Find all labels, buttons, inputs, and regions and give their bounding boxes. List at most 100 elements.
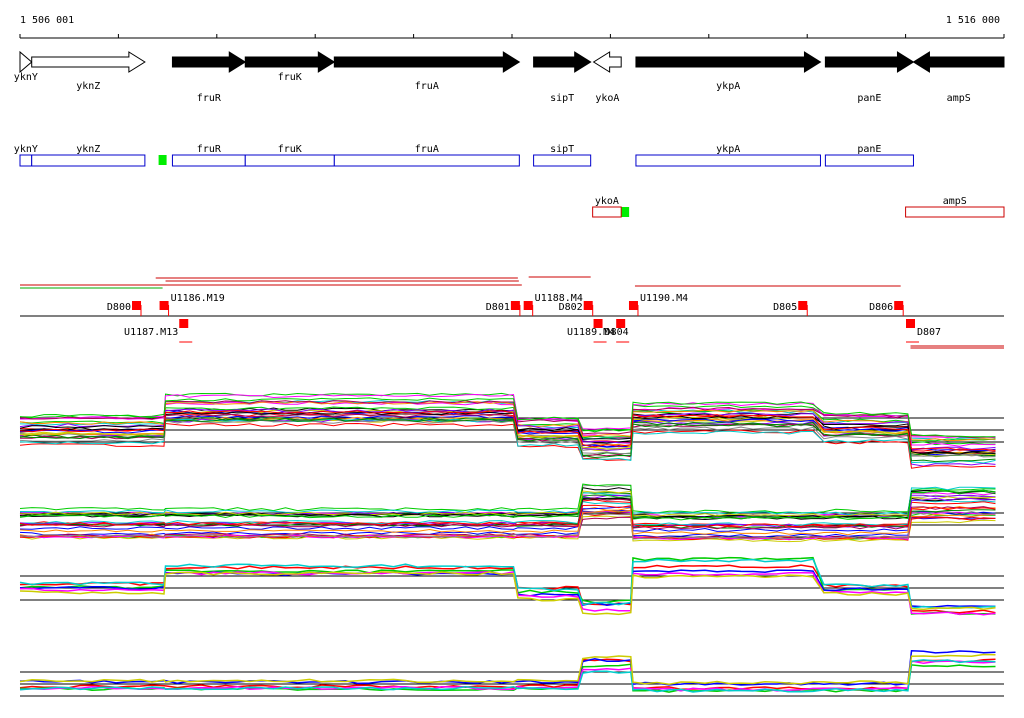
operon-gene-label: yknY	[14, 144, 38, 155]
expression-profile-line	[19, 483, 996, 514]
gene-label: ykoA	[595, 93, 619, 104]
probe-marker	[894, 301, 904, 310]
operon-gene-box	[244, 154, 335, 167]
gene-arrow	[592, 51, 622, 73]
coordinate-ruler: 1 506 001 1 516 000	[19, 15, 1005, 39]
operon-gene-label: fruA	[415, 144, 439, 155]
probe-marker	[906, 319, 916, 328]
gene-label: fruK	[278, 72, 302, 83]
gene-arrow	[635, 51, 822, 73]
operon-gene-label: panE	[857, 144, 881, 155]
expression-profile-line	[19, 419, 996, 458]
operon-gene-box	[171, 154, 246, 167]
gene-arrow	[533, 51, 592, 73]
operon-gene-label: fruK	[278, 144, 302, 155]
terminator-mark	[621, 207, 630, 217]
expression-profile-line	[19, 400, 996, 439]
probe-marker	[523, 301, 533, 310]
probe-marker	[798, 301, 808, 310]
operon-gene-box	[19, 154, 33, 167]
expression-profile-line	[20, 499, 996, 526]
probe-marker	[132, 301, 142, 310]
probe-marker	[510, 301, 520, 310]
operon-gene-box	[635, 154, 821, 167]
operon-gene-label: sipT	[550, 144, 574, 155]
expression-profile-line	[19, 410, 996, 451]
gene-label: fruA	[415, 81, 439, 92]
probe-label: U1189.M4	[567, 327, 615, 338]
gene-label: ampS	[947, 93, 971, 104]
gene-arrow	[244, 51, 336, 73]
gene-arrow	[19, 50, 33, 74]
gene-label: panE	[857, 93, 881, 104]
operon-gene-label: ykpA	[716, 144, 740, 155]
expression-profile-line	[19, 397, 996, 438]
gene-arrow	[912, 51, 1005, 73]
probe-label: D807	[917, 327, 941, 338]
probe-marker	[616, 319, 626, 328]
expression-profile-line	[19, 570, 996, 616]
operon-gene-label: yknZ	[76, 144, 100, 155]
expression-profile-line	[19, 504, 996, 528]
gene-label: yknZ	[76, 81, 100, 92]
expression-profile-line	[19, 558, 996, 610]
expression-profile-line	[19, 659, 996, 693]
gene-arrow	[171, 51, 247, 73]
probe-marker	[628, 301, 638, 310]
expression-profile-line	[19, 571, 996, 616]
gene-label: fruR	[197, 93, 222, 104]
expression-profile-line	[19, 490, 996, 517]
terminator-mark	[158, 155, 167, 165]
reverse-operon-gene-box	[592, 206, 622, 218]
probe-label: U1190.M4	[640, 293, 688, 304]
probe-label: D804	[605, 327, 629, 338]
expression-profile-line	[19, 416, 996, 455]
probe-label: U1188.M4	[535, 293, 583, 304]
probe-marker	[179, 319, 189, 328]
expression-profile-line	[19, 506, 996, 536]
reverse-operon-gene-box	[905, 206, 1005, 218]
ruler-end-label: 1 516 000	[946, 15, 1000, 26]
probe-label: U1186.M19	[171, 293, 225, 304]
operon-gene-box	[31, 154, 146, 167]
expression-profile-line	[19, 486, 996, 516]
expression-profile-line	[19, 510, 996, 540]
operon-track: yknY yknZ fruR fruK fruA sipT ykpA panE	[14, 144, 914, 217]
expression-profile-line	[19, 408, 996, 451]
reverse-operon-gene-label: ampS	[943, 196, 967, 207]
expression-profile-line	[19, 650, 996, 686]
probe-marker	[159, 301, 169, 310]
probe-label: U1187.M13	[124, 327, 178, 338]
expression-profile-line	[19, 506, 996, 532]
expression-profile-line	[19, 653, 996, 686]
gene-arrow	[824, 51, 915, 73]
gene-label: sipT	[550, 93, 574, 104]
gene-label: yknY	[14, 72, 38, 83]
reverse-operon-gene-label: ykoA	[595, 196, 619, 207]
expression-profile-line	[19, 494, 996, 528]
probe-label: D806	[869, 302, 893, 313]
ruler-start-label: 1 506 001	[20, 15, 74, 26]
operon-gene-box	[824, 154, 914, 167]
probe-marker	[583, 301, 593, 310]
expression-profile-line	[19, 489, 996, 521]
gene-track: yknY yknZ fruR fruK fruA sipT ykoA ykpA panE ampS	[14, 50, 1005, 104]
gene-arrow	[31, 51, 146, 73]
expression-profile-line	[19, 418, 996, 464]
operon-gene-box	[333, 154, 520, 167]
gene-arrow	[333, 51, 521, 73]
operon-gene-box	[533, 154, 592, 167]
probe-label: D802	[559, 302, 583, 313]
probe-label: D805	[773, 302, 797, 313]
gene-label: ykpA	[716, 81, 740, 92]
expression-profile-line	[19, 417, 996, 463]
operon-gene-label: fruR	[197, 144, 222, 155]
probe-marker	[593, 319, 603, 328]
probe-label: D801	[486, 302, 510, 313]
reverse-operon-track: ykoA ampS	[592, 196, 1005, 218]
expression-profiles	[19, 392, 1004, 697]
probe-label: D800	[107, 302, 131, 313]
